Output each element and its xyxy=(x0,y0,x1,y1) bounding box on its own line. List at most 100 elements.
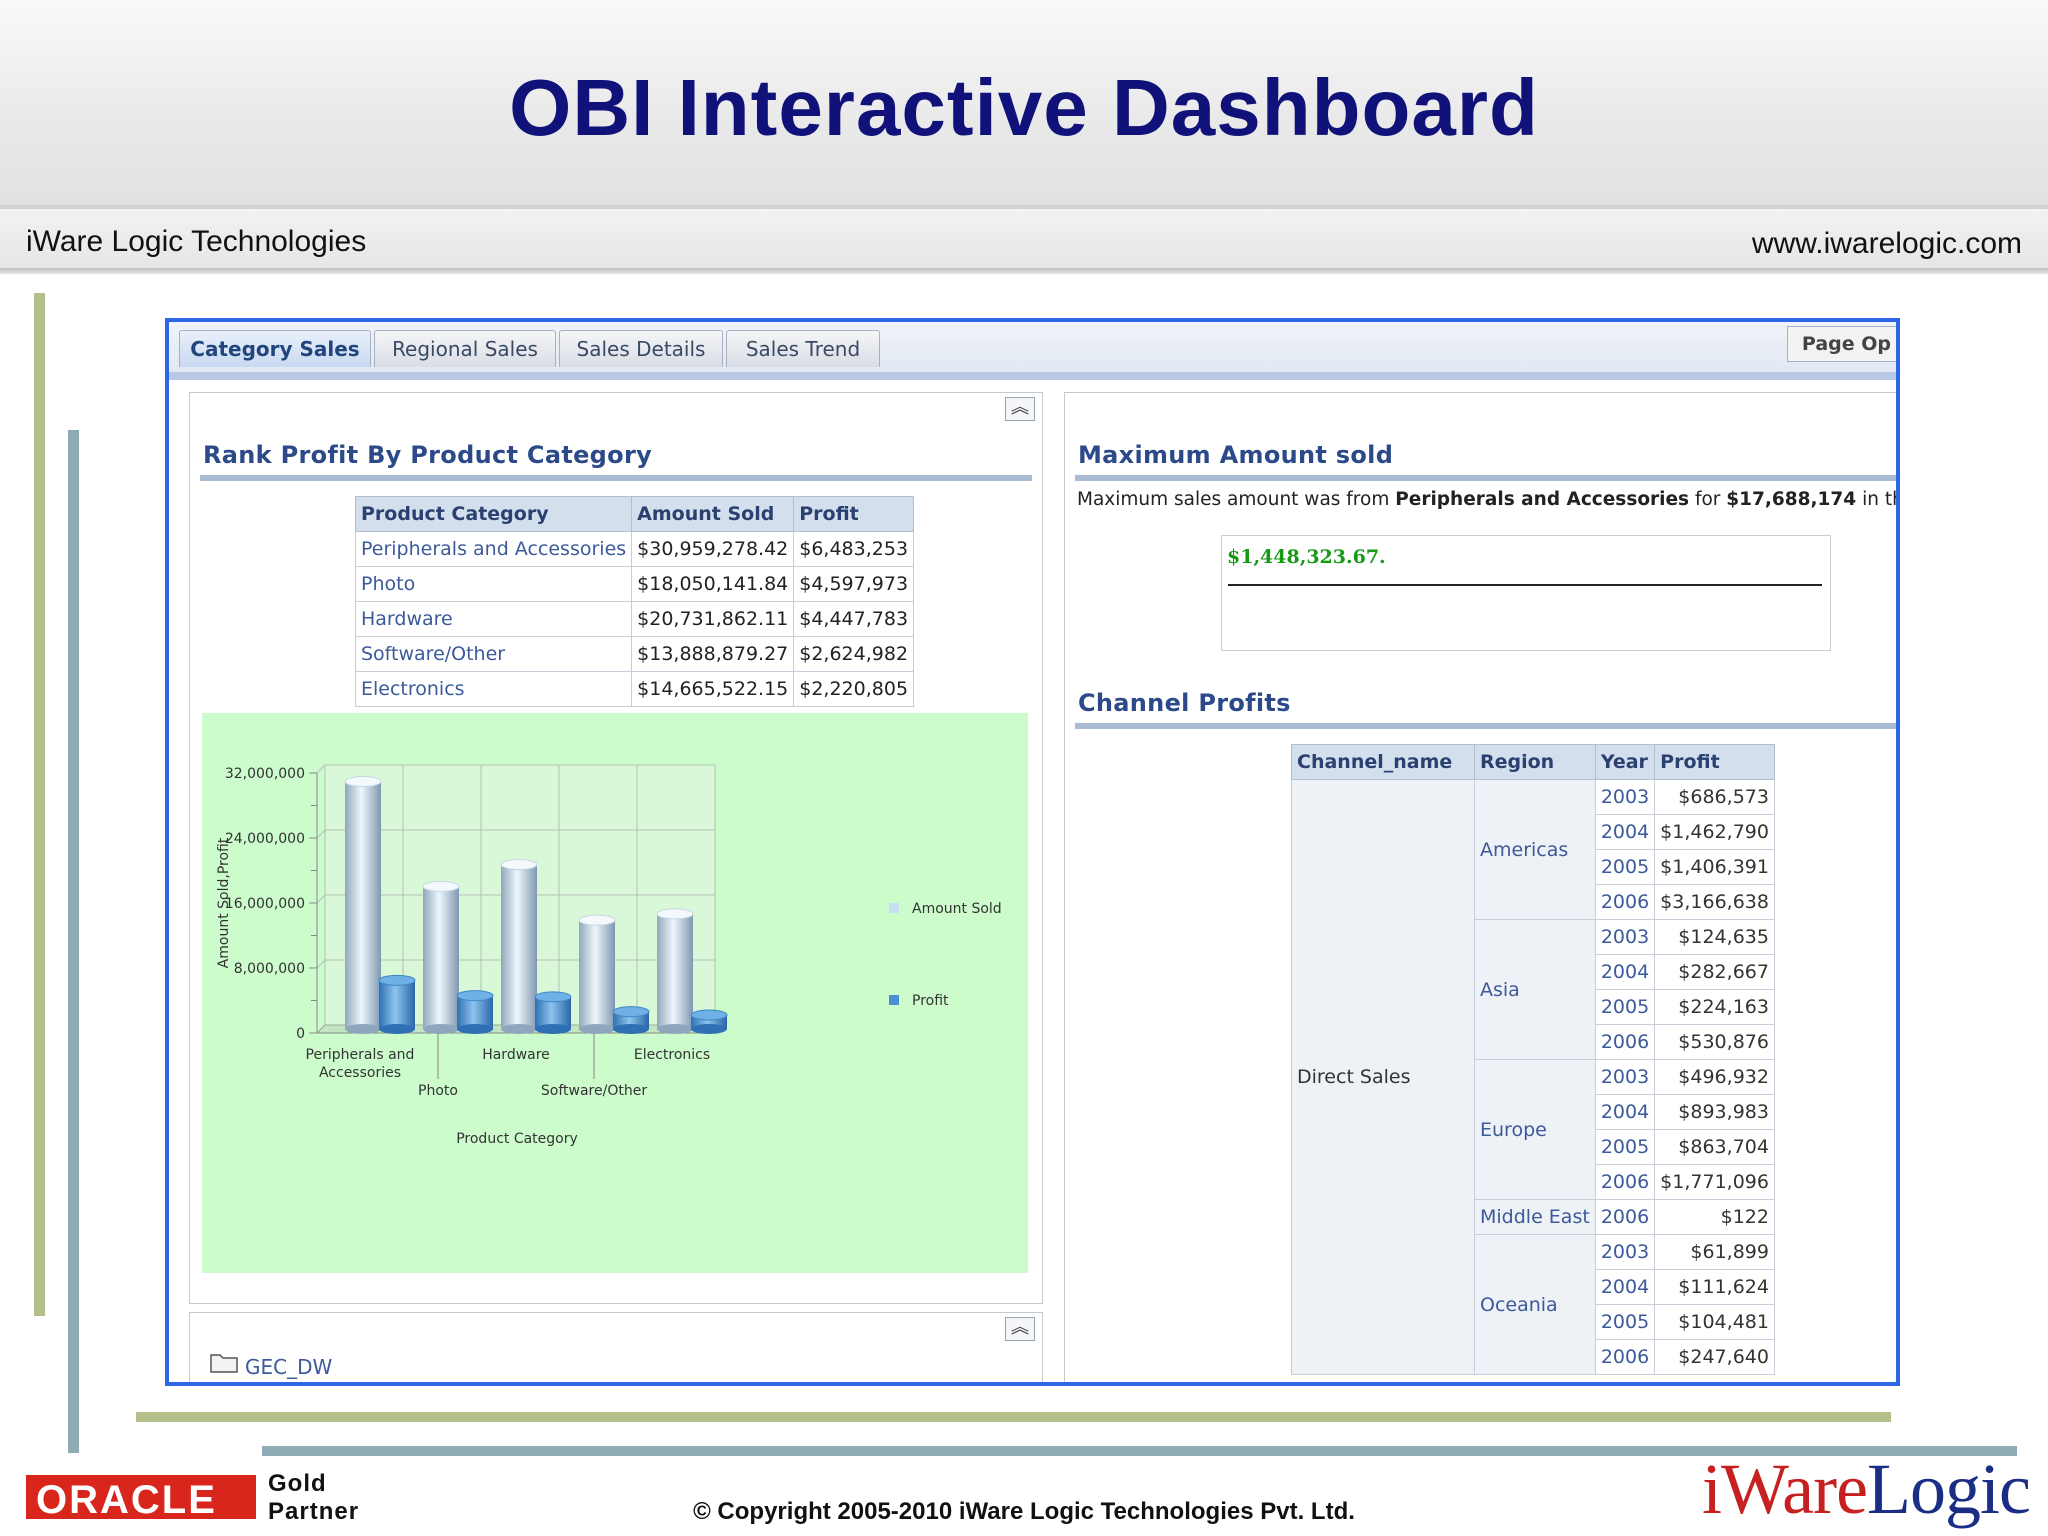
max-detail-box: $1,448,323.67. xyxy=(1221,535,1831,651)
band-divider xyxy=(0,268,2048,274)
grid-line-diagonal xyxy=(316,764,326,774)
bar-amount-sold-top xyxy=(422,880,460,892)
region-cell[interactable]: Oceania xyxy=(1474,1234,1596,1375)
year-cell: 2006 xyxy=(1594,1164,1656,1200)
logo-iware: iWare xyxy=(1701,1449,1868,1529)
profit-cell: $2,220,805 xyxy=(793,671,915,707)
channel-profits-table: Channel_name Region Year Profit Direct S… xyxy=(1291,744,1775,1375)
max-text-suffix: in the ye xyxy=(1862,489,1896,510)
table-row: Software/Other $13,888,879.27 $2,624,982 xyxy=(354,636,915,672)
rank-profit-panel: ︽ Rank Profit By Product Category Produc… xyxy=(189,392,1043,1304)
company-band xyxy=(0,209,2048,269)
category-cell[interactable]: Hardware xyxy=(354,601,633,637)
table-row: Electronics $14,665,522.15 $2,220,805 xyxy=(354,671,915,707)
tab-bar: Category Sales Regional Sales Sales Deta… xyxy=(169,322,1896,380)
y-tick-label: 24,000,000 xyxy=(225,831,305,847)
gold-partner-label: Gold Partner xyxy=(268,1470,359,1526)
x-axis-title: Product Category xyxy=(456,1131,578,1147)
table-row: 2004 $282,667 xyxy=(1292,954,1775,990)
channel-section-rule xyxy=(1075,723,1896,729)
channel-cell: Direct Sales xyxy=(1291,779,1475,1375)
year-cell: 2003 xyxy=(1594,779,1656,815)
profit-cell: $893,983 xyxy=(1654,1094,1775,1130)
table-row: Photo $18,050,141.84 $4,597,973 xyxy=(354,566,915,602)
table-row: 2005 $863,704 xyxy=(1292,1129,1775,1165)
category-cell[interactable]: Software/Other xyxy=(354,636,633,672)
table-row: 2005 $104,481 xyxy=(1292,1304,1775,1340)
x-tick-label: Software/Other xyxy=(541,1083,647,1099)
region-cell[interactable]: Europe xyxy=(1474,1059,1596,1200)
col-header-region[interactable]: Region xyxy=(1474,744,1596,780)
col-header-category[interactable]: Product Category xyxy=(354,496,633,532)
table-row: Europe 2003 $496,932 xyxy=(1292,1059,1775,1200)
company-website: www.iwarelogic.com xyxy=(1751,227,2022,260)
bar-profit xyxy=(457,995,493,1029)
bar-amount-sold-base xyxy=(501,1024,537,1034)
collapse-icon[interactable]: ︽ xyxy=(1005,397,1035,421)
legend-label: Amount Sold xyxy=(912,901,1002,917)
profit-cell: $1,771,096 xyxy=(1654,1164,1775,1200)
region-cell[interactable]: Americas xyxy=(1474,779,1596,920)
profit-cell: $6,483,253 xyxy=(793,531,915,567)
y-tick-label: 32,000,000 xyxy=(225,766,305,782)
profit-cell: $4,597,973 xyxy=(793,566,915,602)
profit-cell: $122 xyxy=(1654,1199,1775,1235)
bar-amount-sold xyxy=(657,913,693,1029)
grid-line-diagonal xyxy=(316,894,326,904)
col-header-year[interactable]: Year xyxy=(1594,744,1656,780)
profit-cell: $247,640 xyxy=(1654,1339,1775,1375)
bar-amount-sold-base xyxy=(579,1024,615,1034)
y-tick-label: 8,000,000 xyxy=(234,961,305,977)
category-table: Product Category Amount Sold Profit Peri… xyxy=(354,496,915,707)
x-tick-label: Electronics xyxy=(634,1047,710,1063)
profit-cell: $1,406,391 xyxy=(1654,849,1775,885)
table-row: 2006 $530,876 xyxy=(1292,1024,1775,1060)
oracle-logo xyxy=(26,1475,256,1519)
company-name: iWare Logic Technologies xyxy=(26,225,367,258)
legend-swatch xyxy=(889,903,899,913)
category-cell[interactable]: Peripherals and Accessories xyxy=(354,531,633,567)
year-cell: 2004 xyxy=(1594,814,1656,850)
page-options-button[interactable]: Page Op xyxy=(1786,326,1896,362)
bar-profit-base xyxy=(613,1024,649,1034)
table-row: Hardware $20,731,862.11 $4,447,783 xyxy=(354,601,915,637)
region-cell[interactable]: Middle East xyxy=(1474,1199,1596,1235)
bar-profit-base xyxy=(457,1024,493,1034)
profit-cell: $104,481 xyxy=(1654,1304,1775,1340)
region-cell[interactable]: Asia xyxy=(1474,919,1596,1060)
tab-sales-trend[interactable]: Sales Trend xyxy=(726,330,880,367)
col-header-profit[interactable]: Profit xyxy=(1654,744,1775,780)
profit-cell: $124,635 xyxy=(1654,919,1775,955)
amount-cell: $30,959,278.42 xyxy=(631,531,795,567)
bar-amount-sold-top xyxy=(500,859,538,871)
grid-line-diagonal xyxy=(316,829,326,839)
collapse-icon[interactable]: ︽ xyxy=(1005,1317,1035,1341)
x-tick-label: Hardware xyxy=(482,1047,550,1063)
channel-section-title: Channel Profits xyxy=(1078,689,1291,717)
bar-amount-sold xyxy=(579,920,615,1029)
year-cell: 2006 xyxy=(1594,1024,1656,1060)
profit-cell: $4,447,783 xyxy=(793,601,915,637)
col-header-channel[interactable]: Channel_name xyxy=(1291,744,1475,780)
iware-logic-logo: iWareLogic xyxy=(1701,1448,2031,1531)
tab-category-sales[interactable]: Category Sales xyxy=(179,330,371,367)
table-row: 2004 $1,462,790 xyxy=(1292,814,1775,850)
col-header-profit[interactable]: Profit xyxy=(793,496,915,532)
year-cell: 2005 xyxy=(1594,989,1656,1025)
header-divider xyxy=(0,205,2048,209)
col-header-amount[interactable]: Amount Sold xyxy=(631,496,795,532)
rank-section-rule xyxy=(200,475,1032,481)
max-detail-rule xyxy=(1228,584,1822,586)
bar-profit-top xyxy=(612,1006,650,1018)
folder-link[interactable]: GEC_DW xyxy=(245,1355,333,1379)
tab-sales-details[interactable]: Sales Details xyxy=(559,330,723,367)
table-row: 2006 $1,771,096 xyxy=(1292,1164,1775,1200)
tab-regional-sales[interactable]: Regional Sales xyxy=(374,330,556,367)
category-cell[interactable]: Photo xyxy=(354,566,633,602)
profit-cell: $282,667 xyxy=(1654,954,1775,990)
profit-cell: $2,624,982 xyxy=(793,636,915,672)
category-cell[interactable]: Electronics xyxy=(354,671,633,707)
profit-cell: $61,899 xyxy=(1654,1234,1775,1270)
max-text-mid: for xyxy=(1689,489,1727,510)
table-row: 2006 $3,166,638 xyxy=(1292,884,1775,920)
